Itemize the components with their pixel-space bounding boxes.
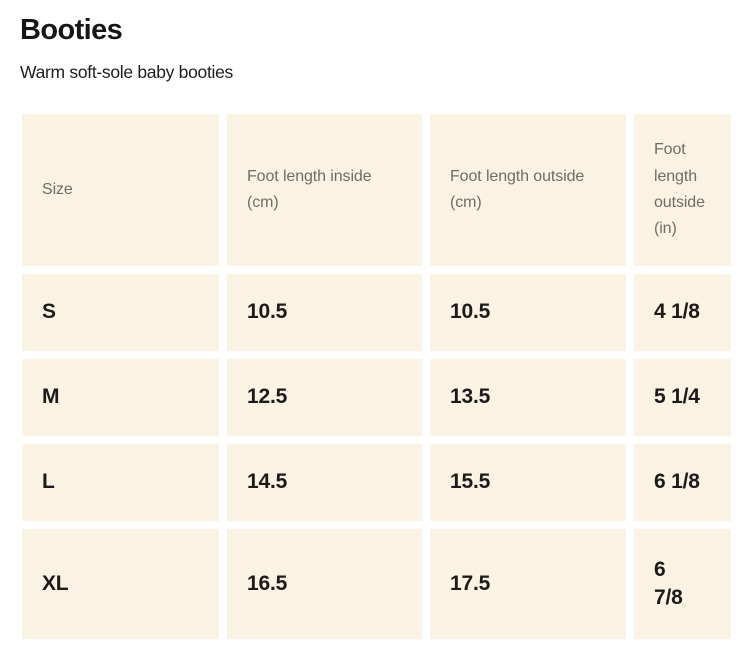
inside-cm-cell: 10.5 [227,273,422,351]
outside-cm-cell: 15.5 [430,443,626,521]
page-title: Booties [20,14,123,46]
outside-in-cell: 6 1/8 [634,443,731,521]
inside-cm-cell: 16.5 [227,528,422,639]
outside-in-cell: 5 1/4 [634,358,731,436]
column-header-size: Size [22,113,219,266]
inside-cm-cell: 12.5 [227,358,422,436]
size-cell: S [22,273,219,351]
size-cell: M [22,358,219,436]
outside-in-cell: 4 1/8 [634,273,731,351]
inside-cm-cell: 14.5 [227,443,422,521]
outside-in-cell: 6 7/8 [634,528,731,639]
size-table: Size Foot length inside (cm) Foot length… [22,113,739,639]
outside-cm-cell: 17.5 [430,528,626,639]
column-header-foot-length-outside-cm: Foot length outside (cm) [430,113,626,266]
outside-cm-cell: 13.5 [430,358,626,436]
column-header-foot-length-outside-in: Foot length outside (in) [634,113,731,266]
page-subtitle: Warm soft-sole baby booties [20,61,234,82]
size-cell: L [22,443,219,521]
size-guide-page: Booties Warm soft-sole baby booties Size… [20,14,739,639]
outside-cm-cell: 10.5 [430,273,626,351]
size-cell: XL [22,528,219,639]
column-header-foot-length-inside-cm: Foot length inside (cm) [227,113,422,266]
